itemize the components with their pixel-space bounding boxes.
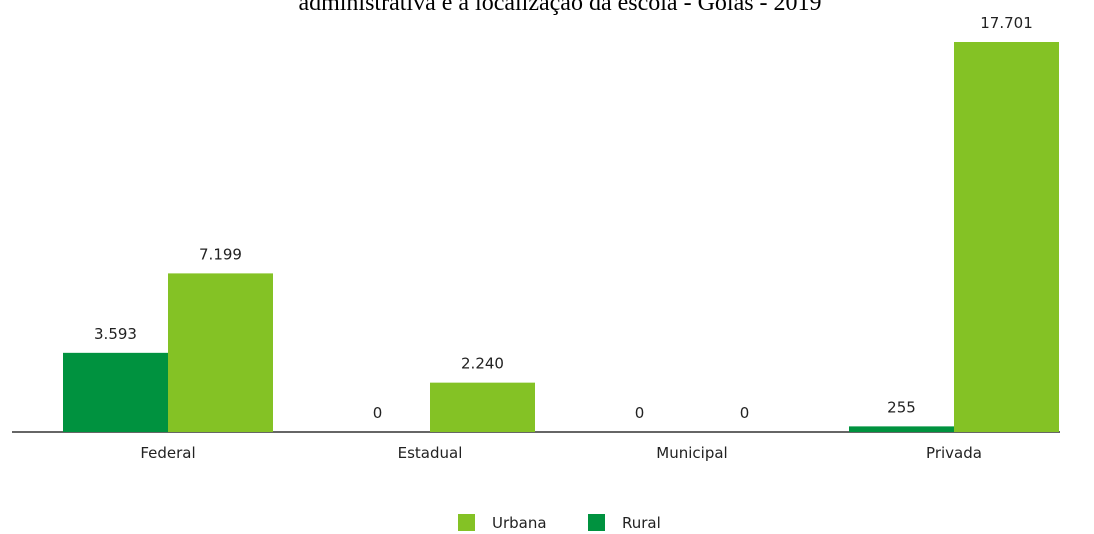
legend-label: Rural bbox=[622, 514, 661, 532]
bar bbox=[430, 382, 535, 432]
value-label: 0 bbox=[740, 404, 750, 422]
x-tick-label: Federal bbox=[140, 444, 195, 462]
value-label: 3.593 bbox=[94, 325, 137, 343]
bar bbox=[849, 426, 954, 432]
bar bbox=[168, 273, 273, 432]
legend-label: Urbana bbox=[492, 514, 547, 532]
value-label: 17.701 bbox=[980, 14, 1033, 32]
value-label: 0 bbox=[635, 404, 645, 422]
legend-swatch bbox=[458, 514, 475, 531]
x-tick-label: Estadual bbox=[398, 444, 463, 462]
legend-swatch bbox=[588, 514, 605, 531]
value-label: 2.240 bbox=[461, 355, 504, 373]
bar bbox=[63, 352, 168, 432]
value-label: 0 bbox=[373, 404, 383, 422]
value-label: 255 bbox=[887, 398, 916, 416]
x-tick-label: Privada bbox=[926, 444, 982, 462]
value-label: 7.199 bbox=[199, 245, 242, 263]
chart-title: administrativa e a localização da escola… bbox=[298, 0, 821, 16]
x-tick-label: Municipal bbox=[656, 444, 727, 462]
bar bbox=[954, 42, 1059, 432]
